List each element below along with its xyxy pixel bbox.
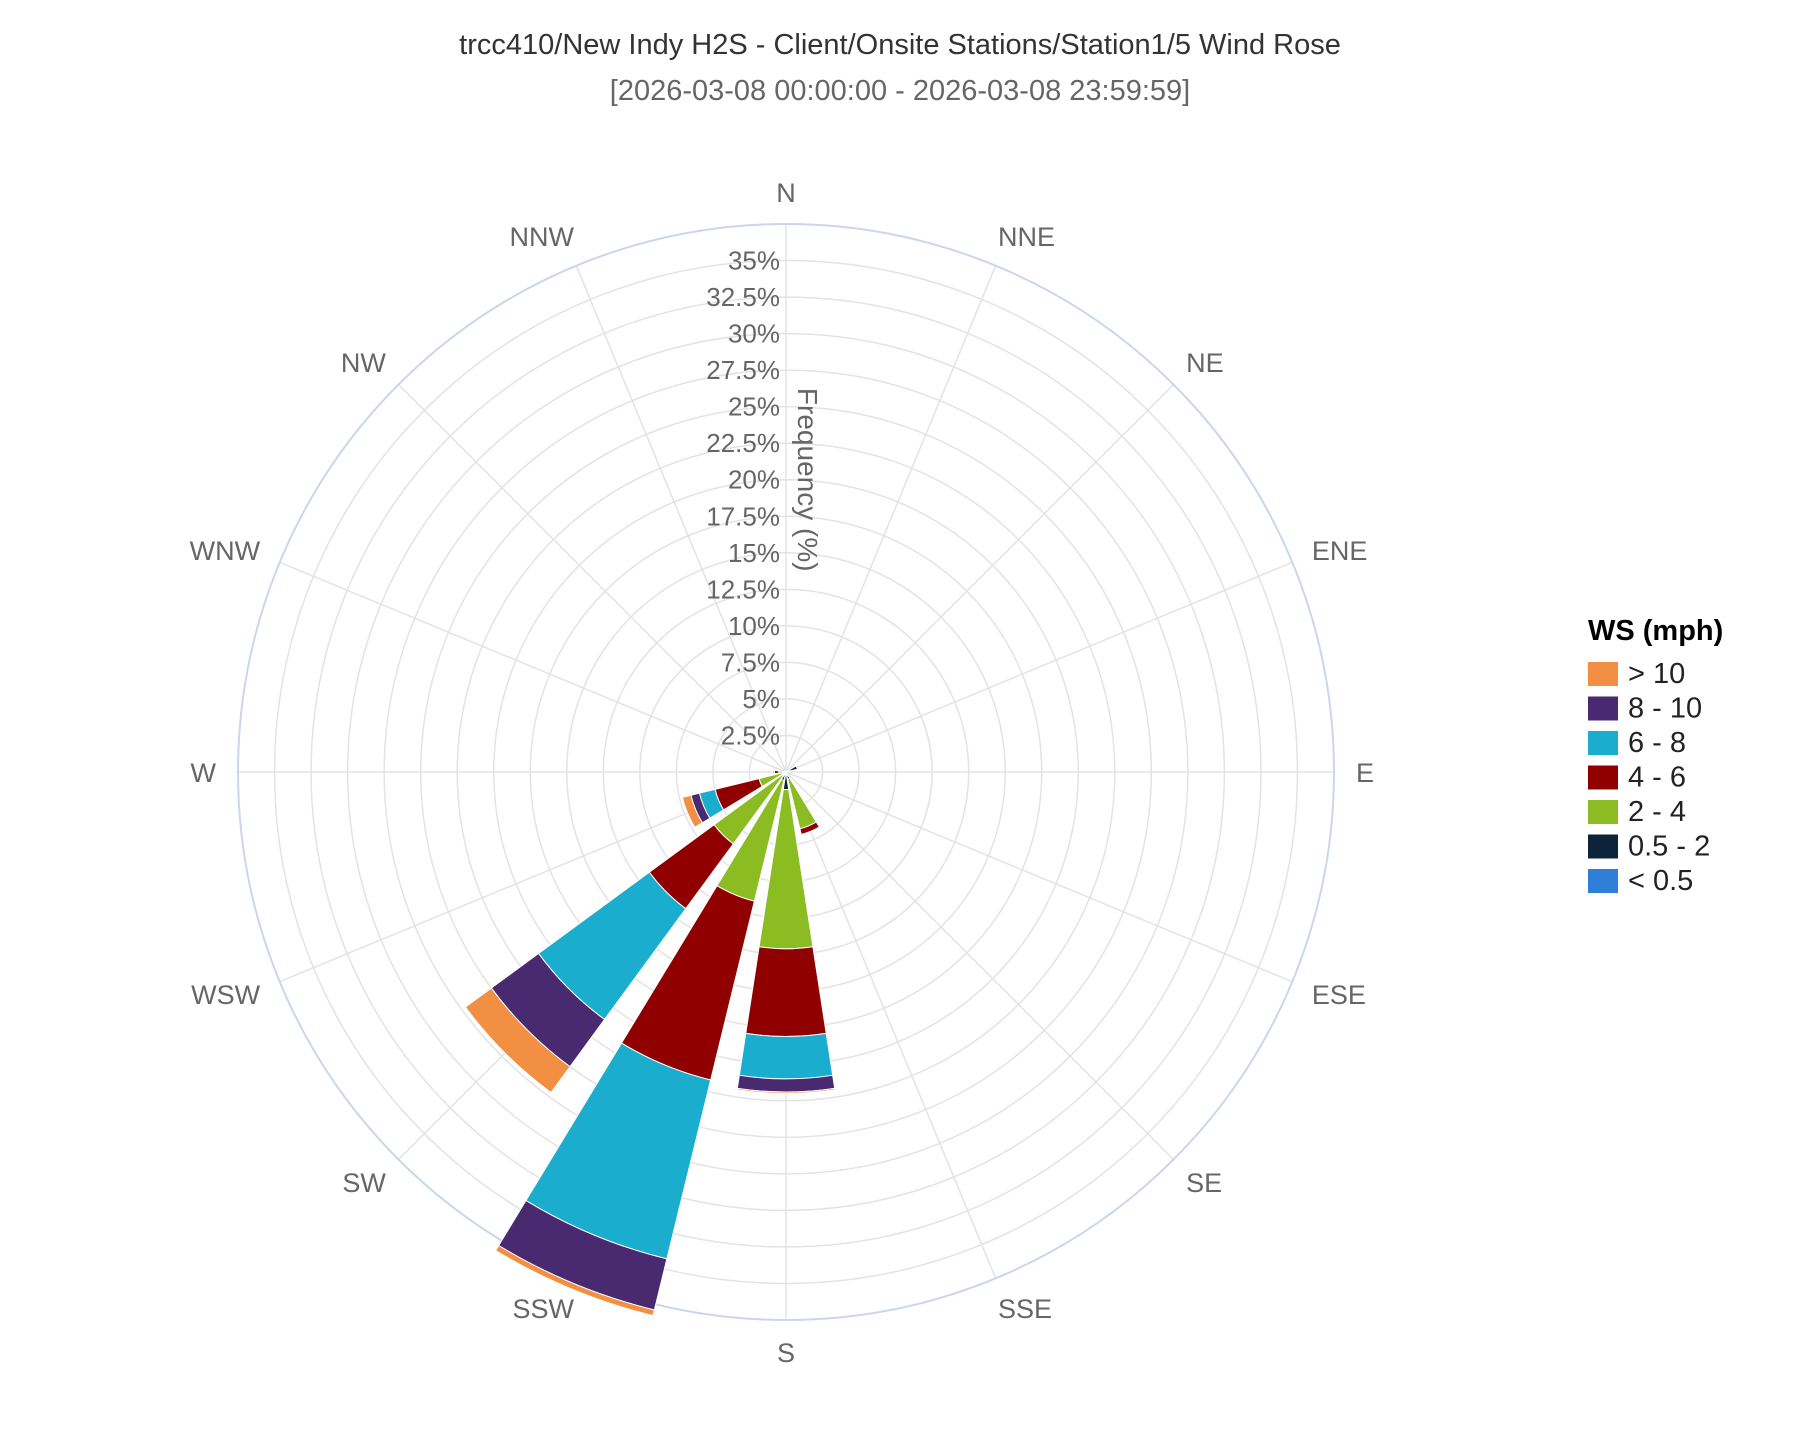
radial-tick-labels: 2.5% 5% 7.5% 10% 12.5% 15% 17.5% 20% 22.5% 25% 27.… — [706, 246, 780, 751]
bar-sse-4-6[interactable] — [799, 821, 821, 836]
legend-label-lt-0-5[interactable]: < 0.5 — [1628, 865, 1693, 897]
radial-tick-label: 20% — [728, 465, 780, 495]
legend-label-2-4[interactable]: 2 - 4 — [1628, 796, 1686, 828]
bar-w-6-8[interactable] — [772, 769, 776, 775]
radial-tick-label: 27.5% — [706, 355, 780, 385]
direction-label-ssw: SSW — [513, 1294, 575, 1324]
grid-spoke — [785, 771, 1175, 1161]
radial-tick-label: 17.5% — [706, 501, 780, 531]
direction-label-ne: NE — [1186, 348, 1224, 378]
legend-swatch-6-8 — [1588, 731, 1618, 755]
direction-label-sw: SW — [342, 1168, 386, 1198]
radial-tick-label: 25% — [728, 392, 780, 422]
direction-label-nne: NNE — [998, 222, 1055, 252]
grid-spoke — [279, 561, 787, 773]
bar-ene-0-5-2[interactable] — [789, 765, 798, 772]
radial-tick-label: 15% — [728, 538, 780, 568]
legend-label-6-8[interactable]: 6 - 8 — [1628, 727, 1686, 759]
chart-title: trcc410/New Indy H2S - Client/Onsite Sta… — [459, 29, 1341, 61]
direction-label-wnw: WNW — [190, 536, 261, 566]
grid-spoke — [785, 771, 997, 1279]
grid-spoke — [575, 265, 787, 773]
radial-tick-label: 22.5% — [706, 428, 780, 458]
bar-sw-gt-10[interactable] — [464, 987, 571, 1094]
direction-label-w: W — [191, 758, 217, 788]
direction-label-nw: NW — [341, 348, 386, 378]
legend: WS (mph) > 108 - 106 - 84 - 62 - 40.5 - … — [1588, 615, 1723, 897]
direction-label-n: N — [776, 178, 796, 208]
direction-label-sse: SSE — [998, 1294, 1052, 1324]
grid-spoke — [785, 265, 997, 773]
bar-s-gt-10[interactable] — [736, 1087, 836, 1094]
radial-axis-title: Frequency (%) — [792, 388, 823, 572]
grid-spoke — [785, 771, 1293, 983]
direction-labels: N NNE NE ENE E ESE SE SSE S SSW SW WSW W WNW NW NNW — [190, 178, 1374, 1368]
bar-s-4-6[interactable] — [745, 946, 827, 1037]
legend-title: WS (mph) — [1588, 615, 1723, 647]
direction-label-wsw: WSW — [191, 980, 260, 1010]
direction-label-nnw: NNW — [510, 222, 575, 252]
legend-swatch-gt-10 — [1588, 662, 1618, 686]
direction-label-ene: ENE — [1312, 536, 1368, 566]
wind-rose-bars — [464, 765, 836, 1317]
direction-label-s: S — [777, 1338, 795, 1368]
bar-s-6-8[interactable] — [738, 1032, 834, 1080]
chart-subtitle: [2026-03-08 00:00:00 - 2026-03-08 23:59:… — [610, 75, 1190, 107]
bar-ssw-gt-10[interactable] — [494, 1244, 655, 1317]
bar-w-4-6[interactable] — [773, 769, 780, 775]
bar-wnw-0-5-2[interactable] — [783, 770, 787, 773]
grid-spoke — [785, 561, 1293, 773]
radial-tick-label: 12.5% — [706, 574, 780, 604]
legend-swatch-4-6 — [1588, 765, 1618, 790]
radial-tick-label: 5% — [742, 684, 780, 714]
legend-swatch-2-4 — [1588, 800, 1618, 824]
legend-label-gt-10[interactable]: > 10 — [1628, 658, 1685, 690]
bar-wsw-gt-10[interactable] — [681, 794, 703, 829]
legend-swatch-8-10 — [1588, 696, 1618, 721]
outer-ring — [237, 223, 1335, 1321]
radial-tick-label: 2.5% — [721, 720, 780, 750]
grid-spoke — [785, 383, 1175, 773]
radial-tick-label: 32.5% — [706, 282, 780, 312]
radial-tick-label: 10% — [728, 611, 780, 641]
radial-tick-label: 35% — [728, 246, 780, 276]
grid-spoke — [397, 383, 787, 773]
legend-label-8-10[interactable]: 8 - 10 — [1628, 693, 1702, 725]
bar-w-2-4[interactable] — [778, 770, 784, 774]
radial-tick-label: 30% — [728, 319, 780, 349]
direction-label-ese: ESE — [1312, 980, 1366, 1010]
direction-label-se: SE — [1186, 1168, 1222, 1198]
legend-label-4-6[interactable]: 4 - 6 — [1628, 762, 1686, 794]
legend-label-0-5-2[interactable]: 0.5 - 2 — [1628, 831, 1710, 863]
radial-tick-label: 7.5% — [721, 647, 780, 677]
legend-swatch-lt-0-5 — [1588, 869, 1618, 893]
direction-label-e: E — [1356, 758, 1374, 788]
legend-swatch-0-5-2 — [1588, 834, 1618, 859]
